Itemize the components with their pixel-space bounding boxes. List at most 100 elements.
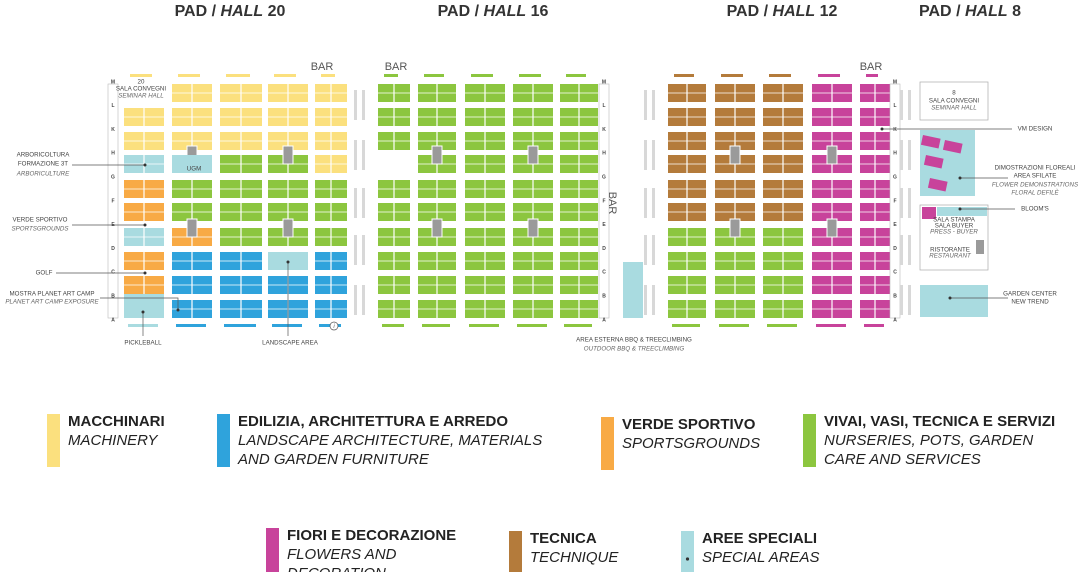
legend-dot <box>685 557 690 561</box>
hall-title: PAD / HALL 12 <box>727 3 838 20</box>
special-area <box>172 155 212 173</box>
pillar <box>282 145 294 165</box>
leader-dot <box>143 271 147 275</box>
annotation: RISTORANTE <box>930 247 970 254</box>
leader-dot <box>286 260 290 264</box>
wall <box>644 285 647 315</box>
wall <box>362 140 365 170</box>
row-letter: A <box>893 317 897 323</box>
bar-label: BAR <box>385 61 408 73</box>
row-letter: K <box>602 127 606 133</box>
row-letter: M <box>893 79 897 85</box>
strip <box>564 324 592 327</box>
wall <box>644 188 647 218</box>
bar-label: BAR <box>860 61 883 73</box>
annotation: ARBORICULTURE <box>16 171 70 178</box>
wall <box>908 285 911 315</box>
wall <box>900 235 903 265</box>
annotation: MOSTRA PLANET ART CAMP <box>10 291 95 298</box>
legend-translation: CARE AND SERVICES <box>824 451 981 468</box>
wall <box>644 90 647 120</box>
annotation: OUTDOOR BBQ & TREECLIMBING <box>584 346 685 353</box>
strip <box>471 74 493 77</box>
pillar <box>729 145 741 165</box>
wall <box>908 188 911 218</box>
legend-swatch <box>803 414 816 467</box>
row-letter: F <box>893 198 896 204</box>
pillar <box>282 218 294 238</box>
annotation: FLORAL DEFILÈ <box>1011 190 1059 197</box>
annotation: RESTAURANT <box>929 253 972 260</box>
annotation: NEW TREND <box>1011 299 1049 306</box>
legend-swatch <box>601 417 614 470</box>
strip <box>226 74 250 77</box>
annotation: DIMOSTRAZIONI FLOREALI <box>995 165 1076 172</box>
booth <box>922 207 936 219</box>
legend-swatch <box>217 414 230 467</box>
pillar <box>826 145 838 165</box>
row-letter: E <box>893 222 897 228</box>
strip <box>178 74 200 77</box>
wall <box>908 235 911 265</box>
row-letter: L <box>111 103 114 109</box>
legend-translation: FLOWERS AND <box>287 546 397 563</box>
annotation: AREA ESTERNA BBQ & TREECLIMBING <box>576 337 692 344</box>
pillar <box>729 218 741 238</box>
wall <box>362 90 365 120</box>
booth <box>942 139 963 154</box>
row-letter: D <box>893 246 897 252</box>
pillar <box>186 218 198 238</box>
row-letter: G <box>893 175 897 181</box>
row-letter: B <box>893 294 897 300</box>
legend-name: AREE SPECIALI <box>702 530 817 547</box>
annotation: VERDE SPORTIVO <box>13 217 68 224</box>
legend-translation: AND GARDEN FURNITURE <box>237 451 430 468</box>
strip <box>519 74 541 77</box>
strip <box>721 74 743 77</box>
annotation: SALA BUYER <box>935 223 974 230</box>
legend-name: TECNICA <box>530 530 597 547</box>
strip <box>818 74 840 77</box>
leader-dot <box>143 223 147 227</box>
row-letter: D <box>111 246 115 252</box>
pillar <box>527 218 539 238</box>
wall <box>644 140 647 170</box>
annotation: 8 <box>952 90 956 97</box>
strip <box>864 324 884 327</box>
strip <box>176 324 206 327</box>
leader-dot <box>141 310 145 314</box>
wall <box>354 90 357 120</box>
legend-swatch <box>47 414 60 467</box>
wall <box>362 235 365 265</box>
annotation: SALA CONVEGNI <box>116 86 166 93</box>
legend-translation: TECHNIQUE <box>530 549 619 566</box>
row-letter: H <box>893 151 897 157</box>
row-letter: A <box>602 317 606 323</box>
wall <box>900 285 903 315</box>
row-letter: C <box>893 270 897 276</box>
leader-line <box>100 297 179 310</box>
row-letter: G <box>111 175 115 181</box>
annotation: FORMAZIONE 3T <box>18 161 68 168</box>
strip <box>424 74 444 77</box>
wall <box>652 140 655 170</box>
pillar <box>976 240 984 254</box>
bar-label: BAR <box>606 192 618 215</box>
strip <box>130 74 152 77</box>
special-area <box>937 207 987 216</box>
row-frame <box>598 83 610 319</box>
annotation: AREA SFILATE <box>1014 173 1057 180</box>
strip <box>769 74 791 77</box>
annotation: SALA CONVEGNI <box>929 98 979 105</box>
legend-translation: MACHINERY <box>68 432 158 449</box>
wall <box>900 188 903 218</box>
annotation: FLOWER DEMONSTRATIONS <box>992 182 1079 189</box>
wall <box>652 188 655 218</box>
legend-name: FIORI E DECORAZIONE <box>287 527 456 544</box>
legend-name: MACCHINARI <box>68 413 165 430</box>
wall <box>652 285 655 315</box>
annotation: VM DESIGN <box>1018 126 1053 133</box>
strip <box>274 74 296 77</box>
